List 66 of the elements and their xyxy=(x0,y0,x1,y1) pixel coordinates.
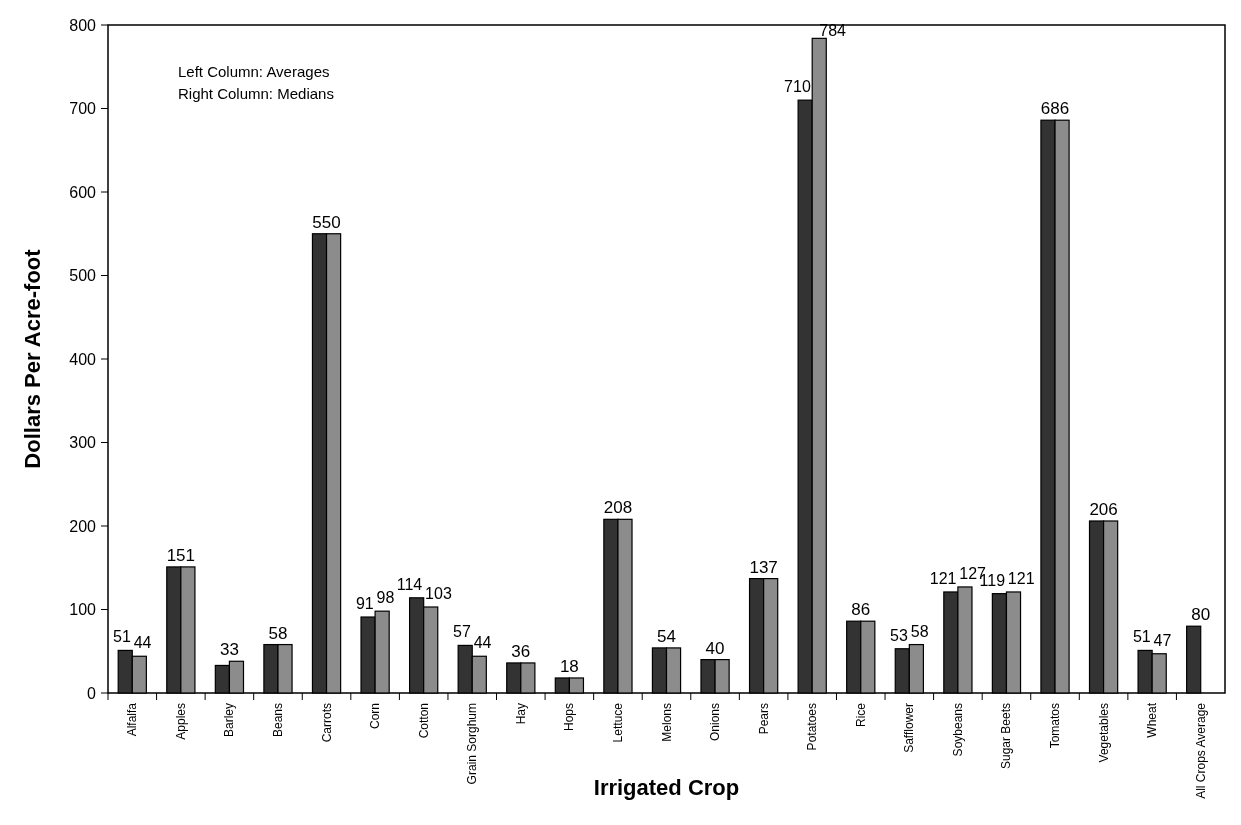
data-label: 86 xyxy=(851,600,871,620)
data-label: 51 xyxy=(1132,628,1151,646)
x-tick-label: Wheat xyxy=(1145,702,1160,738)
data-label: 91 xyxy=(355,595,374,613)
data-label: 57 xyxy=(453,623,471,641)
x-tick-label: Rice xyxy=(853,702,868,728)
data-label: 18 xyxy=(559,656,579,676)
data-label: 40 xyxy=(705,638,725,658)
data-label: 208 xyxy=(603,498,633,518)
x-tick-label: Lettuce xyxy=(610,702,625,743)
data-label: 58 xyxy=(268,623,288,643)
data-label: 98 xyxy=(376,589,395,607)
x-tick-label: Barley xyxy=(222,703,237,738)
x-tick-label: Carrots xyxy=(319,703,334,743)
y-tick-label: 600 xyxy=(69,183,97,201)
data-label: 686 xyxy=(1040,99,1070,119)
x-tick-label: Apples xyxy=(173,703,188,740)
x-tick-label: Corn xyxy=(368,703,383,730)
x-tick-label: Hay xyxy=(513,703,528,725)
data-label: 33 xyxy=(219,640,239,660)
y-axis-title: Dollars Per Acre-foot xyxy=(20,248,45,469)
x-tick-label: Vegetables xyxy=(1096,703,1111,763)
y-tick-label: 200 xyxy=(69,517,97,535)
x-tick-label: Alfalfa xyxy=(125,702,140,737)
x-tick-label: Hops xyxy=(562,703,577,732)
y-tick-label: 100 xyxy=(69,601,97,619)
data-label: 54 xyxy=(657,626,676,646)
y-tick-label: 300 xyxy=(69,434,97,452)
y-tick-label: 700 xyxy=(69,100,97,118)
data-label: 80 xyxy=(1191,605,1211,625)
data-label: 58 xyxy=(910,622,929,640)
x-tick-label: Cotton xyxy=(416,703,431,739)
data-label: 784 xyxy=(819,22,847,40)
data-label: 51 xyxy=(113,628,131,646)
data-label: 114 xyxy=(396,575,423,593)
x-tick-label: Pears xyxy=(756,703,771,735)
x-tick-label: Sugar Beets xyxy=(999,703,1014,770)
data-label: 206 xyxy=(1089,499,1118,519)
data-label: 550 xyxy=(312,212,341,232)
data-label: 47 xyxy=(1153,631,1172,649)
data-label: 137 xyxy=(749,557,778,577)
x-tick-label: Tomatos xyxy=(1048,703,1063,749)
y-tick-label: 800 xyxy=(69,16,97,34)
data-label: 53 xyxy=(890,626,909,644)
annotation: Right Column: Medians xyxy=(178,85,334,102)
data-label: 103 xyxy=(425,584,452,602)
data-label: 121 xyxy=(1007,569,1035,587)
x-axis-title: Irrigated Crop xyxy=(593,775,740,800)
x-tick-label: Safflower xyxy=(902,703,917,753)
x-tick-label: All Crops Average xyxy=(1193,702,1208,799)
y-tick-label: 0 xyxy=(87,684,97,702)
x-tick-label: Soybeans xyxy=(950,703,965,757)
x-tick-label: Beans xyxy=(270,703,285,738)
y-tick-label: 500 xyxy=(69,267,97,285)
data-label: 44 xyxy=(133,634,152,652)
data-label: 151 xyxy=(166,545,196,565)
y-tick-label: 400 xyxy=(69,350,97,368)
data-label: 44 xyxy=(473,634,492,652)
x-tick-label: Onions xyxy=(708,703,723,742)
x-tick-label: Grain Sorghum xyxy=(465,703,480,785)
data-label: 36 xyxy=(511,641,531,661)
data-label: 710 xyxy=(784,78,811,96)
annotation: Left Column: Averages xyxy=(178,63,330,80)
data-label: 121 xyxy=(929,569,957,587)
x-tick-label: Melons xyxy=(659,703,674,742)
x-tick-label: Potatoes xyxy=(805,703,820,751)
